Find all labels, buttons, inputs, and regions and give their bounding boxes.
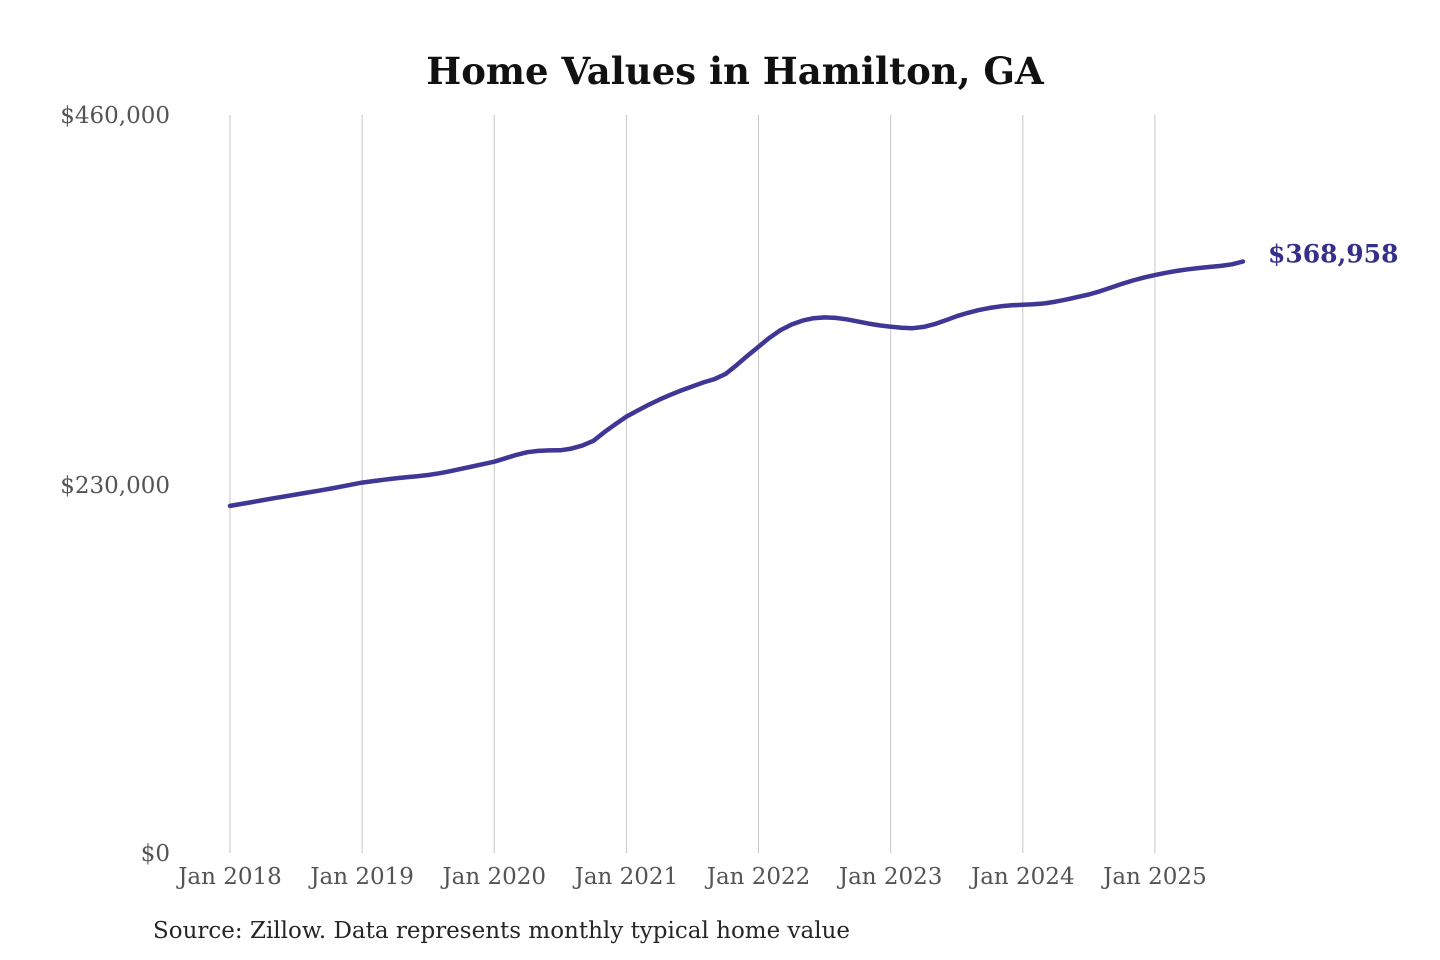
y-tick-label-460000: $460,000 — [60, 103, 170, 129]
x-tick-label: Jan 2025 — [1101, 864, 1207, 890]
x-tick-label: Jan 2020 — [440, 864, 546, 890]
x-tick-label: Jan 2019 — [308, 864, 414, 890]
x-tick-label: Jan 2021 — [573, 864, 679, 890]
home-value-line-series — [227, 259, 1246, 509]
source-note: Source: Zillow. Data represents monthly … — [153, 918, 850, 944]
x-tick-label: Jan 2024 — [969, 864, 1075, 890]
y-tick-label-230000: $230,000 — [60, 473, 170, 499]
x-axis-tick-labels: Jan 2018 Jan 2019 Jan 2020 Jan 2021 Jan 2022… — [176, 864, 1207, 890]
x-tick-label: Jan 2022 — [705, 864, 811, 890]
y-tick-label-0: $0 — [141, 841, 170, 867]
vertical-gridlines — [229, 115, 1156, 853]
latest-value-label: $368,958 — [1268, 240, 1398, 269]
y-axis-tick-labels: $460,000 $230,000 $0 — [60, 103, 170, 867]
x-tick-label: Jan 2023 — [837, 864, 943, 890]
x-tick-label: Jan 2018 — [176, 864, 282, 890]
chart-title: Home Values in Hamilton, GA — [426, 49, 1045, 93]
